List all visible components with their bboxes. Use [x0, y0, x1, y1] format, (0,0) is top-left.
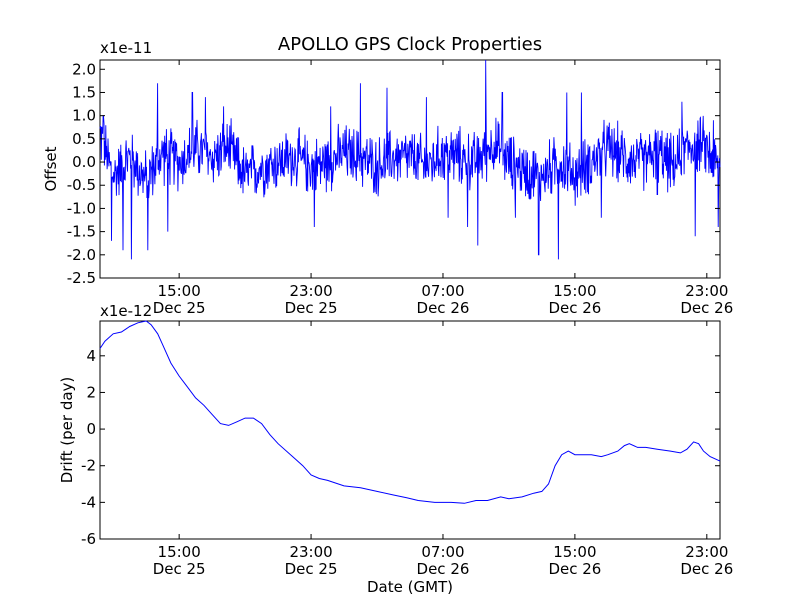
drift-xtick-date-1: Dec 25: [285, 560, 338, 578]
chart-title: APOLLO GPS Clock Properties: [278, 34, 542, 55]
x-axis-label: Date (GMT): [367, 578, 453, 596]
offset-xtick-date-0: Dec 25: [153, 299, 206, 317]
offset-ytick-label-9: -2.5: [67, 269, 96, 287]
offset-ytick-label-4: 0.0: [72, 153, 96, 171]
offset-xtick-time-1: 23:00: [289, 282, 332, 300]
drift-y-axis-label: Drift (per day): [58, 377, 76, 484]
offset-xtick-time-0: 15:00: [158, 282, 201, 300]
drift-ytick-label-2: 0: [86, 420, 96, 438]
drift-xtick-time-4: 23:00: [685, 543, 728, 561]
offset-ytick-label-7: -1.5: [67, 223, 96, 241]
offset-xtick-time-3: 15:00: [553, 282, 596, 300]
offset-ytick-label-2: 1.0: [72, 107, 96, 125]
drift-ytick-label-0: 4: [86, 347, 96, 365]
offset-xtick-time-4: 23:00: [685, 282, 728, 300]
offset-xtick-date-1: Dec 25: [285, 299, 338, 317]
drift-ytick-label-5: -6: [81, 530, 96, 548]
drift-ytick-label-3: -2: [81, 457, 96, 475]
offset-y-axis-label: Offset: [42, 146, 60, 191]
offset-ytick-label-1: 1.5: [72, 83, 96, 101]
drift-xtick-date-0: Dec 25: [153, 560, 206, 578]
drift-series-line: [99, 320, 721, 504]
drift-scale-label: x1e-12: [100, 302, 152, 320]
drift-xtick-time-1: 23:00: [289, 543, 332, 561]
drift-xtick-date-4: Dec 26: [680, 560, 733, 578]
drift-series-layer: [99, 320, 721, 504]
offset-ytick-label-8: -2.0: [67, 246, 96, 264]
drift-xtick-date-3: Dec 26: [548, 560, 601, 578]
offset-y-ticks: 2.0 1.5 1.0 0.5 0.0 -0.5 -1.0 -1.5 -2.0 -2.5: [67, 60, 720, 287]
drift-ytick-label-1: 2: [86, 383, 96, 401]
offset-xtick-date-4: Dec 26: [680, 299, 733, 317]
offset-panel: 2.0 1.5 1.0 0.5 0.0 -0.5 -1.0 -1.5 -2.0 -2.5 15:0…: [42, 39, 733, 317]
drift-xtick-time-3: 15:00: [553, 543, 596, 561]
drift-xtick-date-2: Dec 26: [417, 560, 470, 578]
offset-xtick-date-2: Dec 26: [417, 299, 470, 317]
drift-xtick-time-2: 07:00: [421, 543, 464, 561]
drift-ytick-label-4: -4: [81, 493, 96, 511]
offset-xtick-date-3: Dec 26: [548, 299, 601, 317]
offset-ytick-label-6: -1.0: [67, 199, 96, 217]
offset-series-line: [99, 59, 721, 260]
drift-plot-frame: [99, 320, 721, 540]
drift-y-ticks: 4 2 0 -2 -4 -6: [81, 347, 720, 548]
offset-series-layer: [99, 59, 721, 260]
offset-ytick-label-0: 2.0: [72, 60, 96, 78]
offset-ytick-label-3: 0.5: [72, 130, 96, 148]
offset-ytick-label-5: -0.5: [67, 176, 96, 194]
drift-xtick-time-0: 15:00: [158, 543, 201, 561]
offset-scale-label: x1e-11: [100, 39, 152, 57]
offset-xtick-time-2: 07:00: [421, 282, 464, 300]
offset-plot-frame: [99, 59, 721, 279]
